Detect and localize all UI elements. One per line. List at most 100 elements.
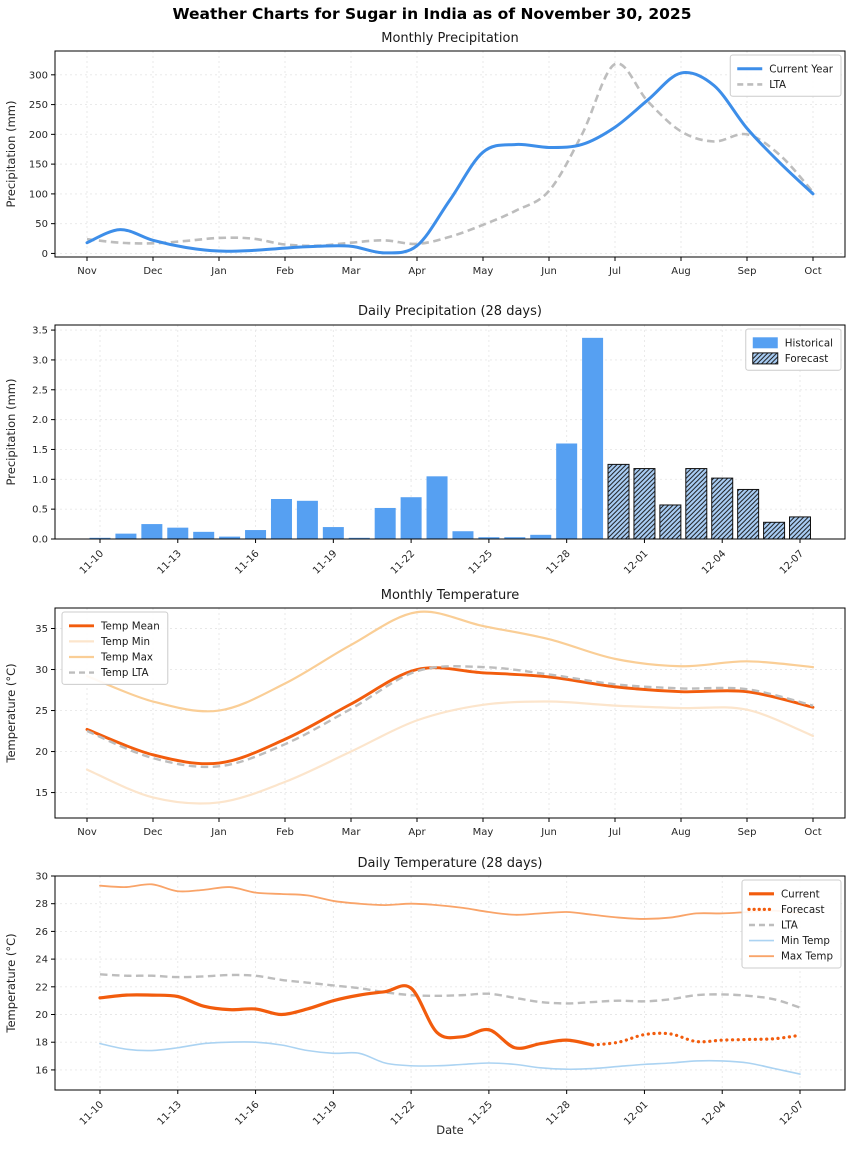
svg-text:250: 250 <box>29 100 48 111</box>
svg-text:16: 16 <box>35 1065 48 1076</box>
svg-text:Min Temp: Min Temp <box>781 935 830 947</box>
svg-text:Dec: Dec <box>143 266 162 277</box>
svg-text:11-22: 11-22 <box>389 1099 417 1127</box>
svg-text:Current Year: Current Year <box>769 63 834 75</box>
svg-text:12-01: 12-01 <box>622 1099 650 1127</box>
svg-text:11-25: 11-25 <box>467 548 495 576</box>
svg-text:1.0: 1.0 <box>32 475 48 486</box>
svg-text:3.5: 3.5 <box>32 326 48 337</box>
svg-text:12-04: 12-04 <box>700 1099 728 1127</box>
svg-text:0.0: 0.0 <box>32 535 48 546</box>
series-group <box>89 337 811 540</box>
svg-text:18: 18 <box>35 1038 48 1049</box>
svg-text:30: 30 <box>35 665 48 676</box>
svg-text:11-16: 11-16 <box>233 1099 261 1127</box>
svg-text:Jan: Jan <box>210 266 226 277</box>
series-group <box>98 883 802 1075</box>
page-title: Weather Charts for Sugar in India as of … <box>172 5 692 23</box>
series-temp-mean-line <box>85 666 815 766</box>
svg-text:12-07: 12-07 <box>778 548 806 576</box>
grid-lines <box>55 608 845 818</box>
legend: Historical Forecast <box>745 328 842 371</box>
svg-text:Jun: Jun <box>540 827 557 838</box>
grid-lines <box>55 51 845 257</box>
svg-text:3.0: 3.0 <box>32 355 48 366</box>
svg-text:Historical: Historical <box>785 337 833 349</box>
svg-text:Temp LTA: Temp LTA <box>100 667 149 679</box>
svg-text:300: 300 <box>29 70 48 81</box>
series-current-line <box>98 984 595 1050</box>
svg-text:11-28: 11-28 <box>544 1099 572 1127</box>
monthly-precipitation-plot: 0 50 100 150 200 250 300 Nov Dec Jan Feb Mar Apr May J… <box>4 50 846 277</box>
svg-text:Temp Mean: Temp Mean <box>100 620 160 632</box>
svg-text:11-13: 11-13 <box>156 548 184 576</box>
svg-text:28: 28 <box>35 899 48 910</box>
svg-text:150: 150 <box>29 160 48 171</box>
svg-text:11-16: 11-16 <box>233 548 261 576</box>
svg-text:26: 26 <box>35 927 48 938</box>
series-group <box>85 610 815 805</box>
svg-text:Temp Min: Temp Min <box>100 636 150 648</box>
svg-text:35: 35 <box>35 624 48 635</box>
svg-text:30: 30 <box>35 872 48 883</box>
svg-text:Oct: Oct <box>804 266 821 277</box>
svg-text:20: 20 <box>35 1010 48 1021</box>
series-historical-bars <box>89 337 604 539</box>
svg-text:Nov: Nov <box>77 266 97 277</box>
svg-text:11-10: 11-10 <box>78 548 106 576</box>
svg-text:Forecast: Forecast <box>785 353 829 365</box>
svg-text:1.5: 1.5 <box>32 445 48 456</box>
svg-text:Forecast: Forecast <box>781 904 825 916</box>
svg-text:LTA: LTA <box>769 79 786 91</box>
svg-text:12-01: 12-01 <box>622 548 650 576</box>
svg-text:Mar: Mar <box>342 827 362 838</box>
svg-text:Feb: Feb <box>276 266 294 277</box>
svg-text:11-19: 11-19 <box>311 1099 339 1127</box>
svg-text:0.5: 0.5 <box>32 505 48 516</box>
svg-text:Max Temp: Max Temp <box>781 951 833 963</box>
svg-text:Apr: Apr <box>408 827 426 838</box>
svg-text:Jul: Jul <box>608 827 621 838</box>
axes-frame <box>54 324 846 540</box>
series-temp-min-line <box>85 700 815 805</box>
svg-text:Dec: Dec <box>143 827 162 838</box>
svg-text:200: 200 <box>29 130 48 141</box>
svg-text:25: 25 <box>35 706 48 717</box>
axes-frame <box>54 875 846 1091</box>
svg-text:12-07: 12-07 <box>778 1099 806 1127</box>
svg-text:11-28: 11-28 <box>544 548 572 576</box>
x-axis-label: Date <box>436 1123 464 1137</box>
legend: Current Forecast LTA Min Temp Max Temp <box>741 879 842 969</box>
series-forecast-line <box>590 1031 802 1047</box>
svg-text:12-04: 12-04 <box>700 548 728 576</box>
y-axis-label: Temperature (°C) <box>4 933 18 1033</box>
svg-text:Oct: Oct <box>804 827 821 838</box>
chart-title-monthly-precipitation: Monthly Precipitation <box>381 31 519 46</box>
svg-text:20: 20 <box>35 747 48 758</box>
series-forecast-bars <box>607 463 811 540</box>
series-current-year-line <box>85 71 815 255</box>
svg-text:May: May <box>473 827 494 838</box>
series-lta-line <box>99 973 801 1009</box>
svg-text:11-10: 11-10 <box>78 1099 106 1127</box>
svg-text:2.0: 2.0 <box>32 415 48 426</box>
series-max-temp-line <box>99 883 801 920</box>
daily-precipitation-plot: 0.0 0.5 1.0 1.5 2.0 2.5 3.0 3.5 11-10 11-13 11-16 1… <box>4 324 846 577</box>
monthly-temperature-plot: 15 20 25 30 35 Nov Dec Jan Feb Mar Apr May Jun Jul Aug… <box>4 607 846 838</box>
svg-text:Jul: Jul <box>608 266 621 277</box>
legend: Current Year LTA <box>729 54 842 97</box>
chart-title-monthly-temperature: Monthly Temperature <box>380 588 520 603</box>
svg-text:Feb: Feb <box>276 827 294 838</box>
svg-text:Temp Max: Temp Max <box>100 652 153 664</box>
svg-text:15: 15 <box>35 788 48 799</box>
chart-title-daily-temperature: Daily Temperature (28 days) <box>357 856 543 871</box>
svg-text:11-22: 11-22 <box>389 548 417 576</box>
series-group <box>85 62 815 255</box>
svg-text:Aug: Aug <box>671 827 691 838</box>
svg-text:11-19: 11-19 <box>311 548 339 576</box>
svg-text:Current: Current <box>781 888 820 900</box>
axes-frame <box>54 607 846 819</box>
svg-text:Aug: Aug <box>671 266 691 277</box>
series-temp-lta-line <box>86 665 814 769</box>
svg-text:LTA: LTA <box>781 920 798 932</box>
